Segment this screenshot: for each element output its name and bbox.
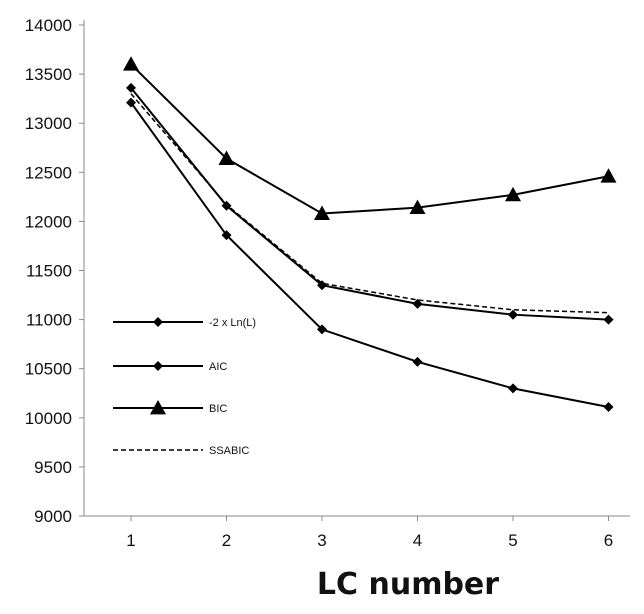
triangle-marker xyxy=(505,186,521,202)
legend: -2 x Ln(L) AIC BIC SSABIC xyxy=(113,317,256,457)
y-tick-label: 13000 xyxy=(25,114,72,133)
diamond-marker xyxy=(153,317,163,327)
y-tick-label: 11000 xyxy=(26,311,72,330)
x-tick-label: 1 xyxy=(126,531,135,550)
diamond-marker xyxy=(221,200,232,211)
legend-label: -2 x Ln(L) xyxy=(209,317,256,329)
series-line xyxy=(130,101,609,408)
x-tick-label: 2 xyxy=(222,531,231,550)
diamond-marker xyxy=(126,97,136,108)
axes xyxy=(83,20,630,517)
series-aic xyxy=(126,82,614,325)
x-tick-label: 3 xyxy=(317,531,326,550)
triangle-marker xyxy=(150,400,166,415)
series-line xyxy=(130,87,609,321)
diamond-marker xyxy=(221,230,232,241)
y-tick-label: 10500 xyxy=(25,360,72,379)
x-axis-ticks: 1 2 3 4 5 6 xyxy=(126,516,613,550)
legend-item-bic: BIC xyxy=(113,400,227,415)
triangle-marker xyxy=(409,199,426,215)
y-tick-label: 12500 xyxy=(25,163,72,182)
diamond-marker xyxy=(508,383,518,394)
y-tick-label: 14000 xyxy=(25,16,72,35)
x-tick-label: 5 xyxy=(508,531,517,550)
series-bic xyxy=(123,56,617,220)
series-line xyxy=(130,93,609,314)
diamond-marker xyxy=(317,324,327,335)
x-axis-title: LC number xyxy=(317,567,499,602)
legend-item-ssabic: SSABIC xyxy=(113,445,249,457)
y-tick-label: 11500 xyxy=(26,262,72,281)
diamond-marker xyxy=(412,298,423,309)
x-tick-label: 6 xyxy=(604,531,613,550)
diamond-marker xyxy=(508,309,518,320)
series-line xyxy=(130,63,609,215)
diamond-marker xyxy=(603,401,614,412)
legend-label: SSABIC xyxy=(209,445,249,457)
diamond-marker xyxy=(603,314,614,325)
y-tick-label: 12000 xyxy=(25,212,72,231)
series-ssabic xyxy=(130,93,609,314)
series-2-x-ln-l xyxy=(126,97,614,412)
x-tick-label: 4 xyxy=(413,531,422,550)
y-tick-label: 13500 xyxy=(25,65,72,84)
y-tick-label: 9000 xyxy=(34,507,72,526)
triangle-marker xyxy=(218,150,235,165)
legend-item-aic: AIC xyxy=(113,361,227,373)
y-tick-label: 10000 xyxy=(25,409,72,428)
y-tick-label: 9500 xyxy=(34,458,72,477)
legend-label: BIC xyxy=(209,403,227,415)
diamond-marker xyxy=(412,356,423,367)
legend-label: AIC xyxy=(209,361,227,373)
legend-item-2-x-ln-l: -2 x Ln(L) xyxy=(113,317,256,329)
triangle-marker xyxy=(123,56,139,71)
diamond-marker xyxy=(317,280,327,291)
triangle-marker xyxy=(600,168,617,183)
diamond-marker xyxy=(126,82,136,93)
diamond-marker xyxy=(153,361,163,371)
series-layer xyxy=(123,56,617,412)
y-axis-ticks: 9000 9500 10000 10500 11000 11500 12000 12500 13… xyxy=(25,16,84,526)
triangle-marker xyxy=(314,205,330,220)
